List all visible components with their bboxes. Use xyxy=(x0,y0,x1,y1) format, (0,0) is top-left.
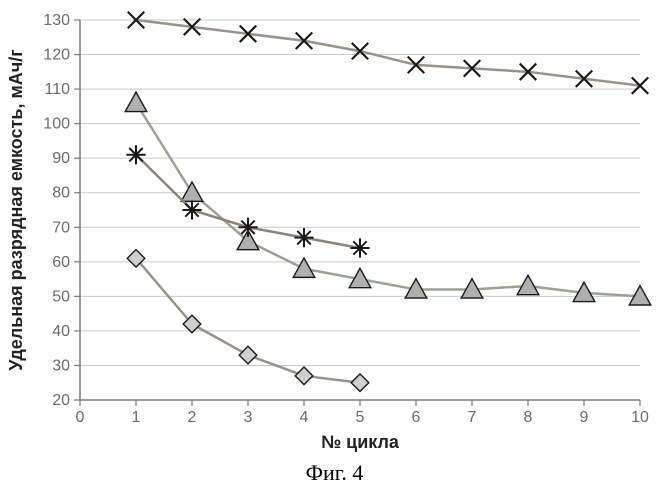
svg-text:1: 1 xyxy=(132,409,141,426)
svg-text:№ цикла: № цикла xyxy=(321,432,400,452)
svg-text:7: 7 xyxy=(468,409,477,426)
svg-text:0: 0 xyxy=(76,409,85,426)
svg-text:60: 60 xyxy=(52,254,70,271)
figure-caption: Фиг. 4 xyxy=(0,460,669,486)
svg-text:30: 30 xyxy=(52,357,70,374)
svg-text:20: 20 xyxy=(52,392,70,409)
svg-text:4: 4 xyxy=(300,409,309,426)
svg-text:5: 5 xyxy=(356,409,365,426)
svg-text:120: 120 xyxy=(43,47,70,64)
svg-text:3: 3 xyxy=(244,409,253,426)
svg-text:2: 2 xyxy=(188,409,197,426)
svg-text:8: 8 xyxy=(524,409,533,426)
svg-text:130: 130 xyxy=(43,12,70,29)
svg-text:50: 50 xyxy=(52,288,70,305)
svg-text:80: 80 xyxy=(52,185,70,202)
svg-text:10: 10 xyxy=(631,409,649,426)
svg-text:70: 70 xyxy=(52,219,70,236)
svg-text:110: 110 xyxy=(44,81,70,98)
svg-text:Удельная разрядная емкость, мА: Удельная разрядная емкость, мАч/г xyxy=(6,49,26,371)
svg-text:9: 9 xyxy=(580,409,589,426)
svg-text:100: 100 xyxy=(43,116,70,133)
svg-text:6: 6 xyxy=(412,409,421,426)
chart-svg: 20 30 40 50 60 70 80 90 100 110 120 130 0 1 2 3 4 5 6 7 8 9 10… xyxy=(0,0,669,460)
svg-text:40: 40 xyxy=(52,323,70,340)
figure-wrapper: 20 30 40 50 60 70 80 90 100 110 120 130 0 1 2 3 4 5 6 7 8 9 10… xyxy=(0,0,669,500)
svg-text:90: 90 xyxy=(52,150,70,167)
